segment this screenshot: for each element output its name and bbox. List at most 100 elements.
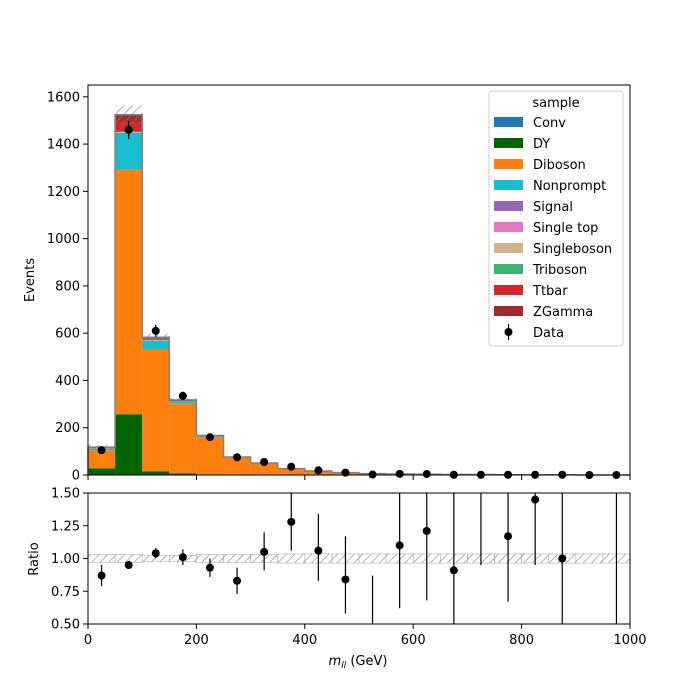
data-point	[422, 470, 431, 479]
main-y-axis-label: Events	[23, 258, 38, 302]
y-tick-label: 200	[55, 421, 80, 436]
bar-dy	[115, 414, 143, 475]
legend-data-marker	[504, 328, 513, 336]
legend-label: Data	[533, 326, 564, 341]
ratio-point	[124, 561, 133, 570]
ratio-band-bin	[277, 553, 306, 564]
legend-label: Diboson	[533, 158, 586, 173]
main-x-ticks	[87, 475, 631, 480]
main-panel: 0 200 400 600 800 1000 1200 1400 1600 Events sam…	[23, 84, 631, 484]
ratio-y-tick-label: 1.25	[51, 519, 80, 534]
y-tick-label: 800	[55, 279, 80, 294]
ratio-x-tick-label: 0	[84, 633, 92, 648]
bar-dy	[169, 473, 197, 475]
y-tick-label: 600	[55, 327, 80, 342]
legend-label: Nonprompt	[533, 179, 606, 194]
legend-swatch-zgamma	[494, 306, 523, 316]
main-y-ticks: 0 200 400 600 800 1000 1200 1400 1600	[47, 90, 88, 484]
ratio-y-tick-label: 0.75	[51, 585, 80, 600]
legend-swatch-dy	[494, 138, 523, 148]
data-point	[205, 433, 214, 442]
legend-label: Signal	[533, 200, 573, 215]
ratio-point	[314, 546, 323, 555]
bar-dy	[142, 471, 170, 475]
ratio-x-tick-label: 600	[401, 633, 426, 648]
legend-items: Conv DY Diboson Nonprompt Signal Single top Si…	[494, 116, 612, 341]
legend-swatch-diboson	[494, 159, 523, 169]
legend-label: Ttbar	[532, 284, 568, 299]
bar-diboson	[142, 349, 170, 472]
ratio-y-ticks: 0.50 0.75 1.00 1.25 1.50	[51, 487, 88, 633]
data-point	[260, 458, 269, 466]
legend-swatch-conv	[494, 117, 523, 127]
data-point	[233, 453, 242, 462]
bar-diboson	[223, 457, 251, 475]
legend-label: DY	[533, 137, 550, 152]
legend-swatch-singleboson	[494, 243, 523, 253]
ratio-band-bin	[358, 553, 387, 564]
legend-title: sample	[532, 96, 579, 111]
ratio-y-tick-label: 1.50	[51, 487, 80, 502]
legend-label: Triboson	[532, 263, 587, 278]
legend-label: ZGamma	[533, 305, 593, 320]
ratio-y-tick-label: 1.00	[51, 552, 80, 567]
ratio-points	[97, 493, 618, 624]
legend-swatch-triboson	[494, 264, 523, 274]
legend-swatch-ttbar	[494, 285, 523, 295]
bar-diboson	[250, 463, 278, 475]
stacked-bars	[88, 114, 576, 475]
ratio-point	[260, 547, 269, 556]
bar-dy	[88, 468, 116, 475]
legend-swatch-signal	[494, 201, 523, 211]
legend-label: Conv	[533, 116, 566, 131]
legend-swatch-nonprompt	[494, 180, 523, 190]
data-point	[314, 466, 323, 475]
y-tick-label: 1200	[47, 185, 80, 200]
y-tick-label: 400	[55, 374, 80, 389]
ratio-point	[531, 495, 540, 504]
ratio-point	[287, 517, 296, 526]
data-point	[287, 462, 296, 471]
bar-diboson	[277, 468, 305, 475]
ratio-point	[97, 571, 106, 580]
ratio-point	[178, 553, 187, 562]
ratio-x-tick-label: 400	[292, 633, 317, 648]
ratio-band-bin	[223, 554, 251, 563]
main-frame	[87, 84, 631, 476]
ratio-band-bin	[575, 553, 604, 564]
y-tick-label: 0	[72, 469, 80, 484]
data-point	[178, 391, 187, 400]
legend-box	[488, 90, 624, 347]
legend-swatch-single-top	[494, 222, 523, 232]
bar-diboson	[115, 169, 143, 415]
ratio-x-tick-label: 200	[184, 633, 209, 648]
ratio-point	[395, 541, 404, 550]
bar-nonprompt	[142, 340, 170, 350]
ratio-point	[151, 549, 160, 558]
ratio-x-tick-label: 1000	[613, 633, 646, 648]
ratio-point	[341, 575, 350, 584]
y-tick-label: 1000	[47, 232, 80, 247]
legend: sample Conv DY Diboson Nonprompt Signal Singl…	[488, 90, 624, 347]
y-tick-label: 1600	[47, 90, 80, 105]
ratio-y-axis-label: Ratio	[27, 542, 42, 575]
ratio-point	[422, 526, 431, 535]
ratio-x-axis-label: mll (GeV)	[329, 654, 388, 671]
bar-diboson	[196, 437, 224, 475]
y-tick-label: 1400	[47, 138, 80, 153]
ratio-y-tick-label: 0.50	[51, 618, 80, 633]
ratio-point	[233, 576, 242, 585]
bar-diboson	[88, 450, 116, 469]
ratio-band-bin	[87, 554, 116, 563]
bar-diboson	[169, 403, 197, 474]
ratio-point	[558, 554, 567, 563]
data-point	[151, 326, 160, 335]
ratio-x-ticks: 0 200 400 600 800 1000	[84, 624, 647, 648]
data-point	[124, 125, 133, 134]
data-point	[395, 469, 404, 478]
legend-label: Singleboson	[533, 242, 612, 257]
bar-nonprompt	[115, 133, 143, 170]
ratio-point	[504, 532, 513, 541]
ratio-point	[449, 566, 458, 575]
